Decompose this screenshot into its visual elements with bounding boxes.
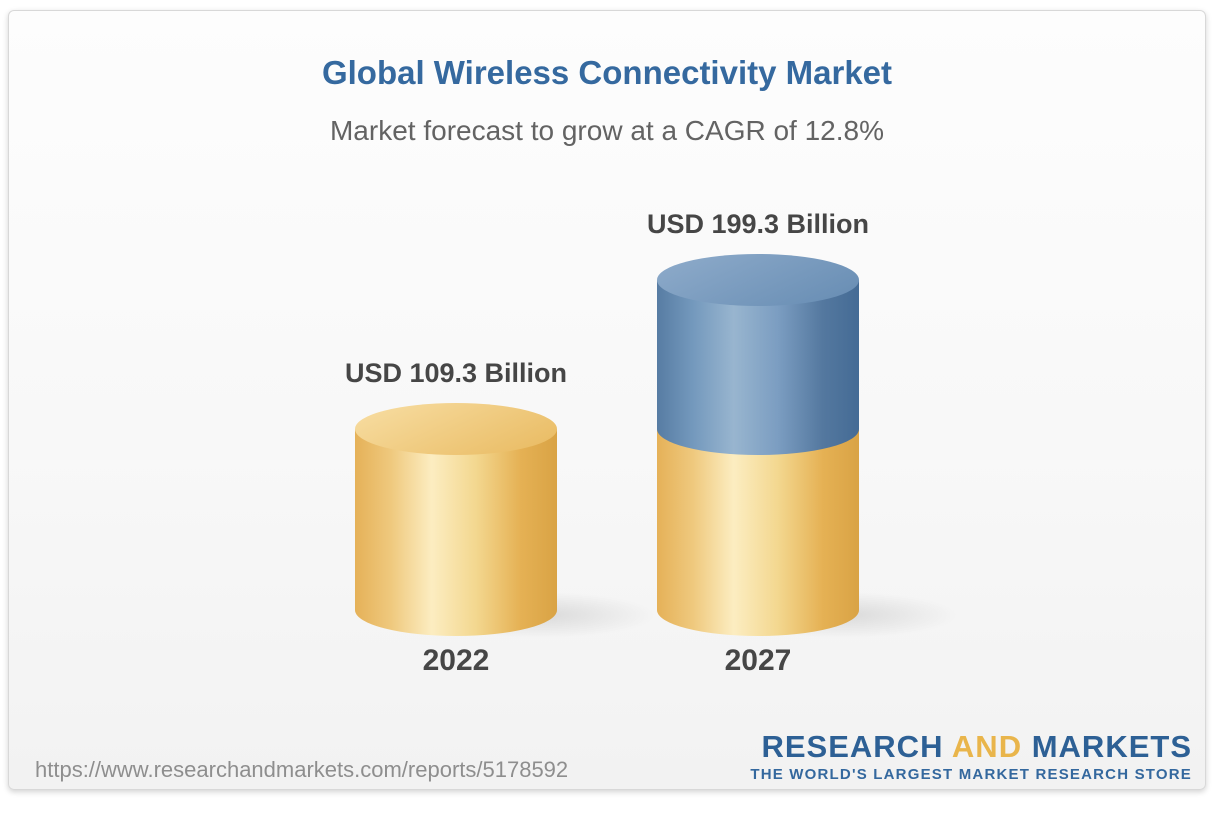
brand-word-and: AND bbox=[951, 729, 1023, 764]
value-label-2022: USD 109.3 Billion bbox=[344, 358, 568, 389]
cylinder-body-gold bbox=[355, 429, 557, 610]
cylinder-top-face bbox=[355, 403, 557, 456]
brand-logo: RESEARCH AND MARKETS THE WORLD'S LARGEST… bbox=[750, 729, 1192, 784]
cylinder-bottom-cap bbox=[355, 584, 557, 636]
chart-title: Global Wireless Connectivity Market bbox=[321, 54, 893, 91]
cylinder-base-segment-gold bbox=[657, 429, 859, 610]
source-url: https://www.researchandmarkets.com/repor… bbox=[35, 757, 569, 782]
category-label-2027: 2027 bbox=[724, 644, 792, 677]
chart-card bbox=[8, 10, 1206, 790]
brand-logo-wordmark: RESEARCH AND MARKETS bbox=[750, 729, 1192, 765]
value-label-2027: USD 199.3 Billion bbox=[646, 209, 870, 239]
brand-word-markets: MARKETS bbox=[1031, 729, 1192, 764]
cylinder-2022: USD 109.3 Billion 2022 bbox=[345, 0, 655, 816]
chart-subtitle: Market forecast to grow at a CAGR of 12.… bbox=[329, 115, 884, 146]
cylinder-top-face bbox=[657, 254, 859, 306]
brand-word-research: RESEARCH bbox=[761, 729, 944, 764]
segment-boundary-cap bbox=[657, 403, 859, 456]
cylinder-2027: USD 199.3 Billion 2027 bbox=[647, 0, 957, 816]
brand-tagline: THE WORLD'S LARGEST MARKET RESEARCH STOR… bbox=[750, 766, 1192, 783]
cylinder-bottom-cap bbox=[657, 584, 859, 636]
category-label-2022: 2022 bbox=[422, 644, 490, 677]
